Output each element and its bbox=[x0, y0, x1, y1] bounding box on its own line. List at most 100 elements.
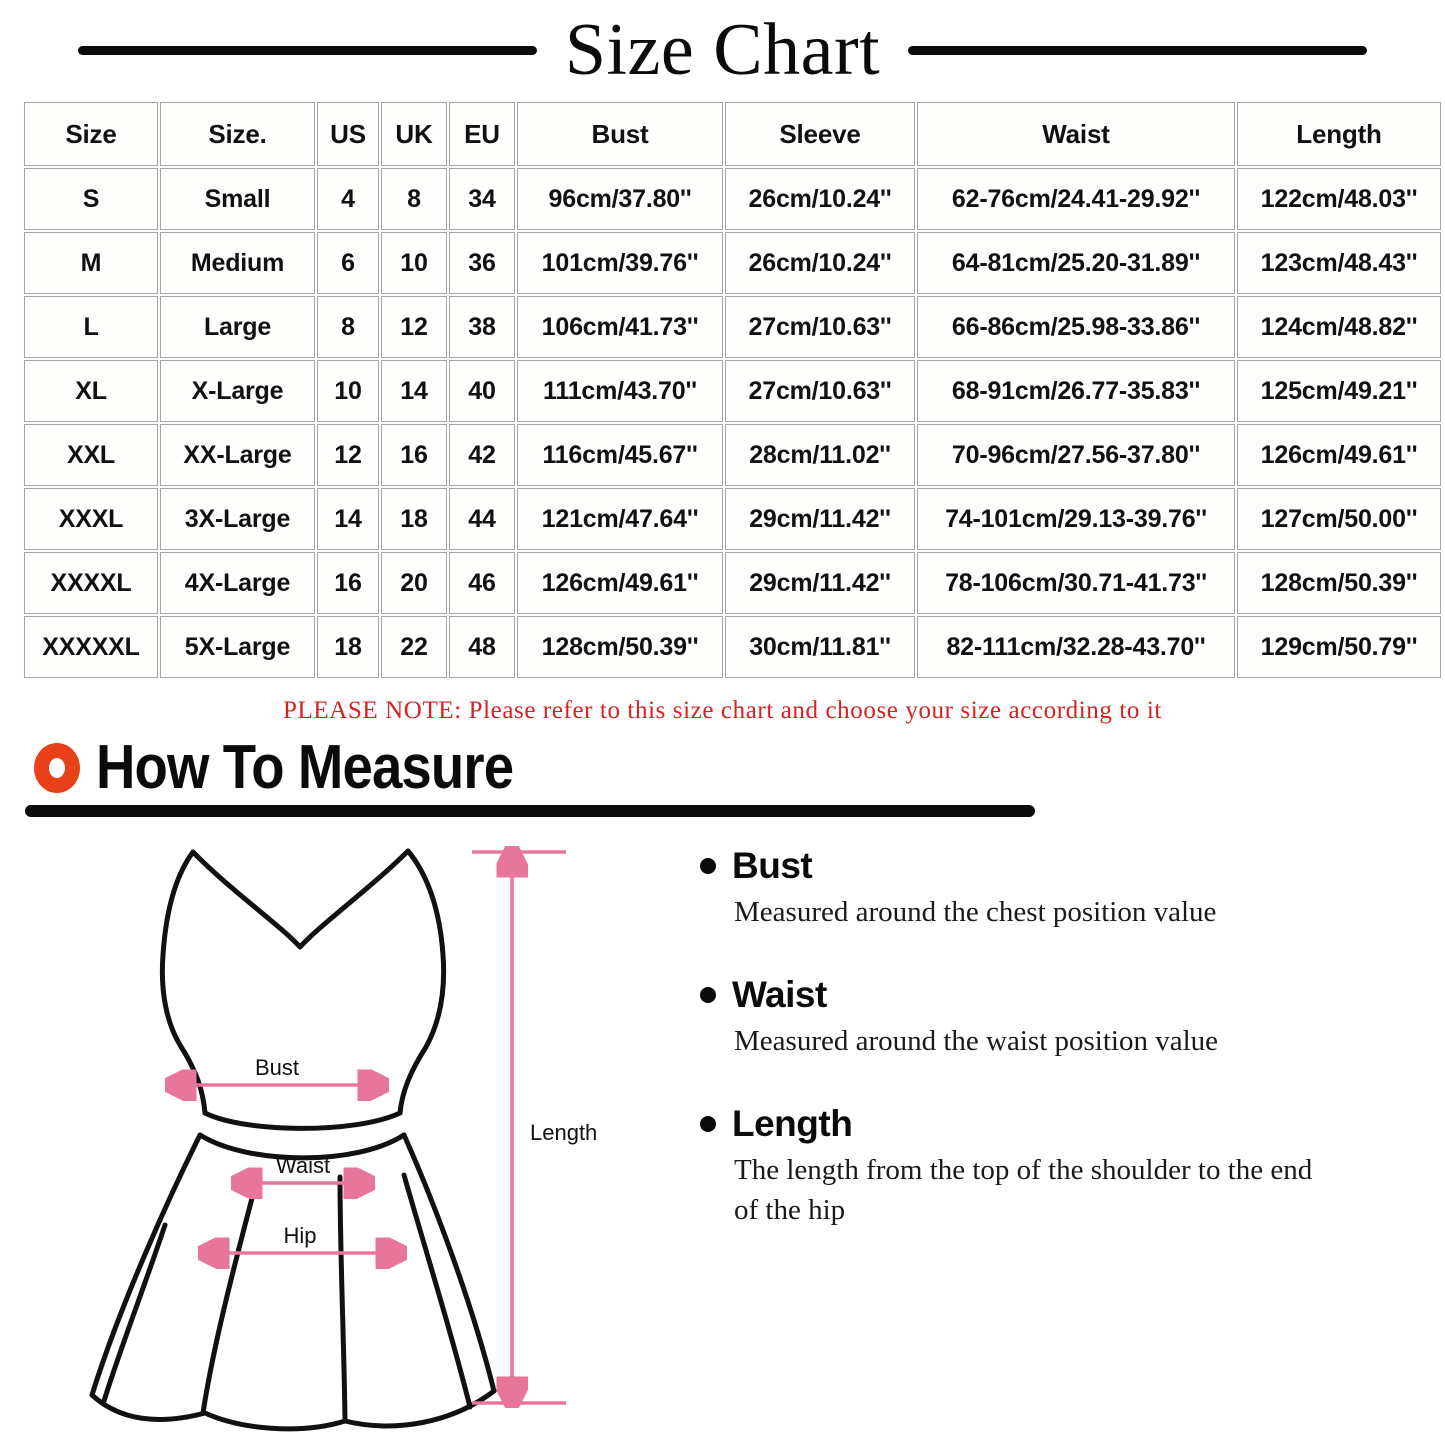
table-row: XXXL 3X-Large 14 18 44 121cm/47.64'' 29cm/11.4… bbox=[24, 488, 1441, 550]
table-row: XXL XX-Large 12 16 42 116cm/45.67'' 28cm/11.02… bbox=[24, 424, 1441, 486]
table-cell: 10 bbox=[317, 360, 379, 422]
page-title-row: Size Chart bbox=[0, 0, 1445, 100]
diagram-label-bust: Bust bbox=[255, 1055, 299, 1080]
table-header-cell-us: US bbox=[317, 102, 379, 166]
table-cell: 125cm/49.21'' bbox=[1237, 360, 1441, 422]
table-cell: 78-106cm/30.71-41.73'' bbox=[917, 552, 1235, 614]
measure-item-title: Waist bbox=[732, 973, 827, 1015]
table-cell: 27cm/10.63'' bbox=[725, 360, 915, 422]
table-cell: 34 bbox=[449, 168, 515, 230]
table-cell: 48 bbox=[449, 616, 515, 678]
table-cell: X-Large bbox=[160, 360, 315, 422]
measure-section: Bust Waist Hip Length Bust Measured aroun… bbox=[0, 817, 1445, 1437]
table-cell: 14 bbox=[381, 360, 447, 422]
table-cell: XX-Large bbox=[160, 424, 315, 486]
size-table: Size Size. US UK EU Bust Sleeve Waist Length S Sm… bbox=[22, 100, 1443, 680]
bullet-icon bbox=[700, 858, 716, 875]
table-cell: 40 bbox=[449, 360, 515, 422]
table-cell: M bbox=[24, 232, 158, 294]
table-cell: 124cm/48.82'' bbox=[1237, 296, 1441, 358]
table-cell: 26cm/10.24'' bbox=[725, 232, 915, 294]
table-cell: 14 bbox=[317, 488, 379, 550]
table-cell: 70-96cm/27.56-37.80'' bbox=[917, 424, 1235, 486]
table-cell: 4X-Large bbox=[160, 552, 315, 614]
table-cell: 129cm/50.79'' bbox=[1237, 616, 1441, 678]
table-cell: 128cm/50.39'' bbox=[517, 616, 723, 678]
dress-diagram: Bust Waist Hip Length bbox=[0, 835, 700, 1437]
title-rule-left bbox=[78, 45, 537, 55]
table-row: S Small 4 8 34 96cm/37.80'' 26cm/10.24'' 62-76c… bbox=[24, 168, 1441, 230]
dress-diagram-svg: Bust Waist Hip Length bbox=[89, 835, 597, 1432]
table-header-cell-sleeve: Sleeve bbox=[725, 102, 915, 166]
table-header-cell-eu: EU bbox=[449, 102, 515, 166]
how-to-measure-header: How To Measure bbox=[0, 725, 1445, 799]
table-row: M Medium 6 10 36 101cm/39.76'' 26cm/10.24'' 64-… bbox=[24, 232, 1441, 294]
table-row: XL X-Large 10 14 40 111cm/43.70'' 27cm/10.63''… bbox=[24, 360, 1441, 422]
table-cell: 4 bbox=[317, 168, 379, 230]
table-cell: 12 bbox=[317, 424, 379, 486]
table-cell: 8 bbox=[381, 168, 447, 230]
table-cell: 111cm/43.70'' bbox=[517, 360, 723, 422]
table-cell: Medium bbox=[160, 232, 315, 294]
dress-outline bbox=[89, 848, 497, 1432]
table-cell: 62-76cm/24.41-29.92'' bbox=[917, 168, 1235, 230]
table-cell: 46 bbox=[449, 552, 515, 614]
table-cell: 16 bbox=[381, 424, 447, 486]
title-rule-right bbox=[908, 45, 1367, 55]
bullet-icon bbox=[700, 1116, 716, 1133]
table-cell: 68-91cm/26.77-35.83'' bbox=[917, 360, 1235, 422]
diagram-label-waist: Waist bbox=[276, 1153, 330, 1178]
table-cell: 116cm/45.67'' bbox=[517, 424, 723, 486]
measure-descriptions: Bust Measured around the chest position v… bbox=[700, 835, 1445, 1437]
table-cell: S bbox=[24, 168, 158, 230]
table-cell: 26cm/10.24'' bbox=[725, 168, 915, 230]
table-cell: 44 bbox=[449, 488, 515, 550]
table-cell: 66-86cm/25.98-33.86'' bbox=[917, 296, 1235, 358]
table-cell: 5X-Large bbox=[160, 616, 315, 678]
table-cell: XXXXXL bbox=[24, 616, 158, 678]
table-cell: 29cm/11.42'' bbox=[725, 488, 915, 550]
ring-icon bbox=[34, 743, 80, 793]
measure-item-length: Length The length from the top of the sho… bbox=[700, 1104, 1415, 1230]
table-header-cell-size: Size. bbox=[160, 102, 315, 166]
table-cell: XXL bbox=[24, 424, 158, 486]
table-cell: L bbox=[24, 296, 158, 358]
table-cell: 126cm/49.61'' bbox=[1237, 424, 1441, 486]
measure-item-waist: Waist Measured around the waist position … bbox=[700, 973, 1415, 1061]
table-cell: 28cm/11.02'' bbox=[725, 424, 915, 486]
table-cell: 74-101cm/29.13-39.76'' bbox=[917, 488, 1235, 550]
table-cell: XXXXL bbox=[24, 552, 158, 614]
table-cell: 82-111cm/32.28-43.70'' bbox=[917, 616, 1235, 678]
table-cell: 121cm/47.64'' bbox=[517, 488, 723, 550]
measure-item-title: Bust bbox=[732, 845, 813, 886]
bullet-icon bbox=[700, 987, 716, 1004]
table-cell: 127cm/50.00'' bbox=[1237, 488, 1441, 550]
table-cell: 18 bbox=[317, 616, 379, 678]
table-header-cell-length: Length bbox=[1237, 102, 1441, 166]
size-table-container: Size Size. US UK EU Bust Sleeve Waist Length S Sm… bbox=[0, 100, 1445, 680]
table-cell: 22 bbox=[381, 616, 447, 678]
measure-item-description: The length from the top of the shoulder … bbox=[734, 1153, 1313, 1226]
table-cell: XXXL bbox=[24, 488, 158, 550]
table-cell: 36 bbox=[449, 232, 515, 294]
page-title: Size Chart bbox=[564, 9, 881, 91]
diagram-label-hip: Hip bbox=[283, 1223, 316, 1248]
table-cell: XL bbox=[24, 360, 158, 422]
table-header-cell-waist: Waist bbox=[917, 102, 1235, 166]
table-cell: 101cm/39.76'' bbox=[517, 232, 723, 294]
table-cell: 29cm/11.42'' bbox=[725, 552, 915, 614]
table-cell: 96cm/37.80'' bbox=[517, 168, 723, 230]
table-cell: 126cm/49.61'' bbox=[517, 552, 723, 614]
table-header-cell-uk: UK bbox=[381, 102, 447, 166]
how-to-measure-rule bbox=[25, 805, 1035, 817]
measure-item-description: Measured around the waist position value bbox=[734, 1024, 1219, 1057]
table-cell: 20 bbox=[381, 552, 447, 614]
table-cell: 42 bbox=[449, 424, 515, 486]
table-header-row: Size Size. US UK EU Bust Sleeve Waist Length bbox=[24, 102, 1441, 166]
table-cell: 38 bbox=[449, 296, 515, 358]
table-cell: Large bbox=[160, 296, 315, 358]
table-cell: 106cm/41.73'' bbox=[517, 296, 723, 358]
table-cell: 3X-Large bbox=[160, 488, 315, 550]
table-cell: Small bbox=[160, 168, 315, 230]
table-row: XXXXXL 5X-Large 18 22 48 128cm/50.39'' 30cm/11… bbox=[24, 616, 1441, 678]
